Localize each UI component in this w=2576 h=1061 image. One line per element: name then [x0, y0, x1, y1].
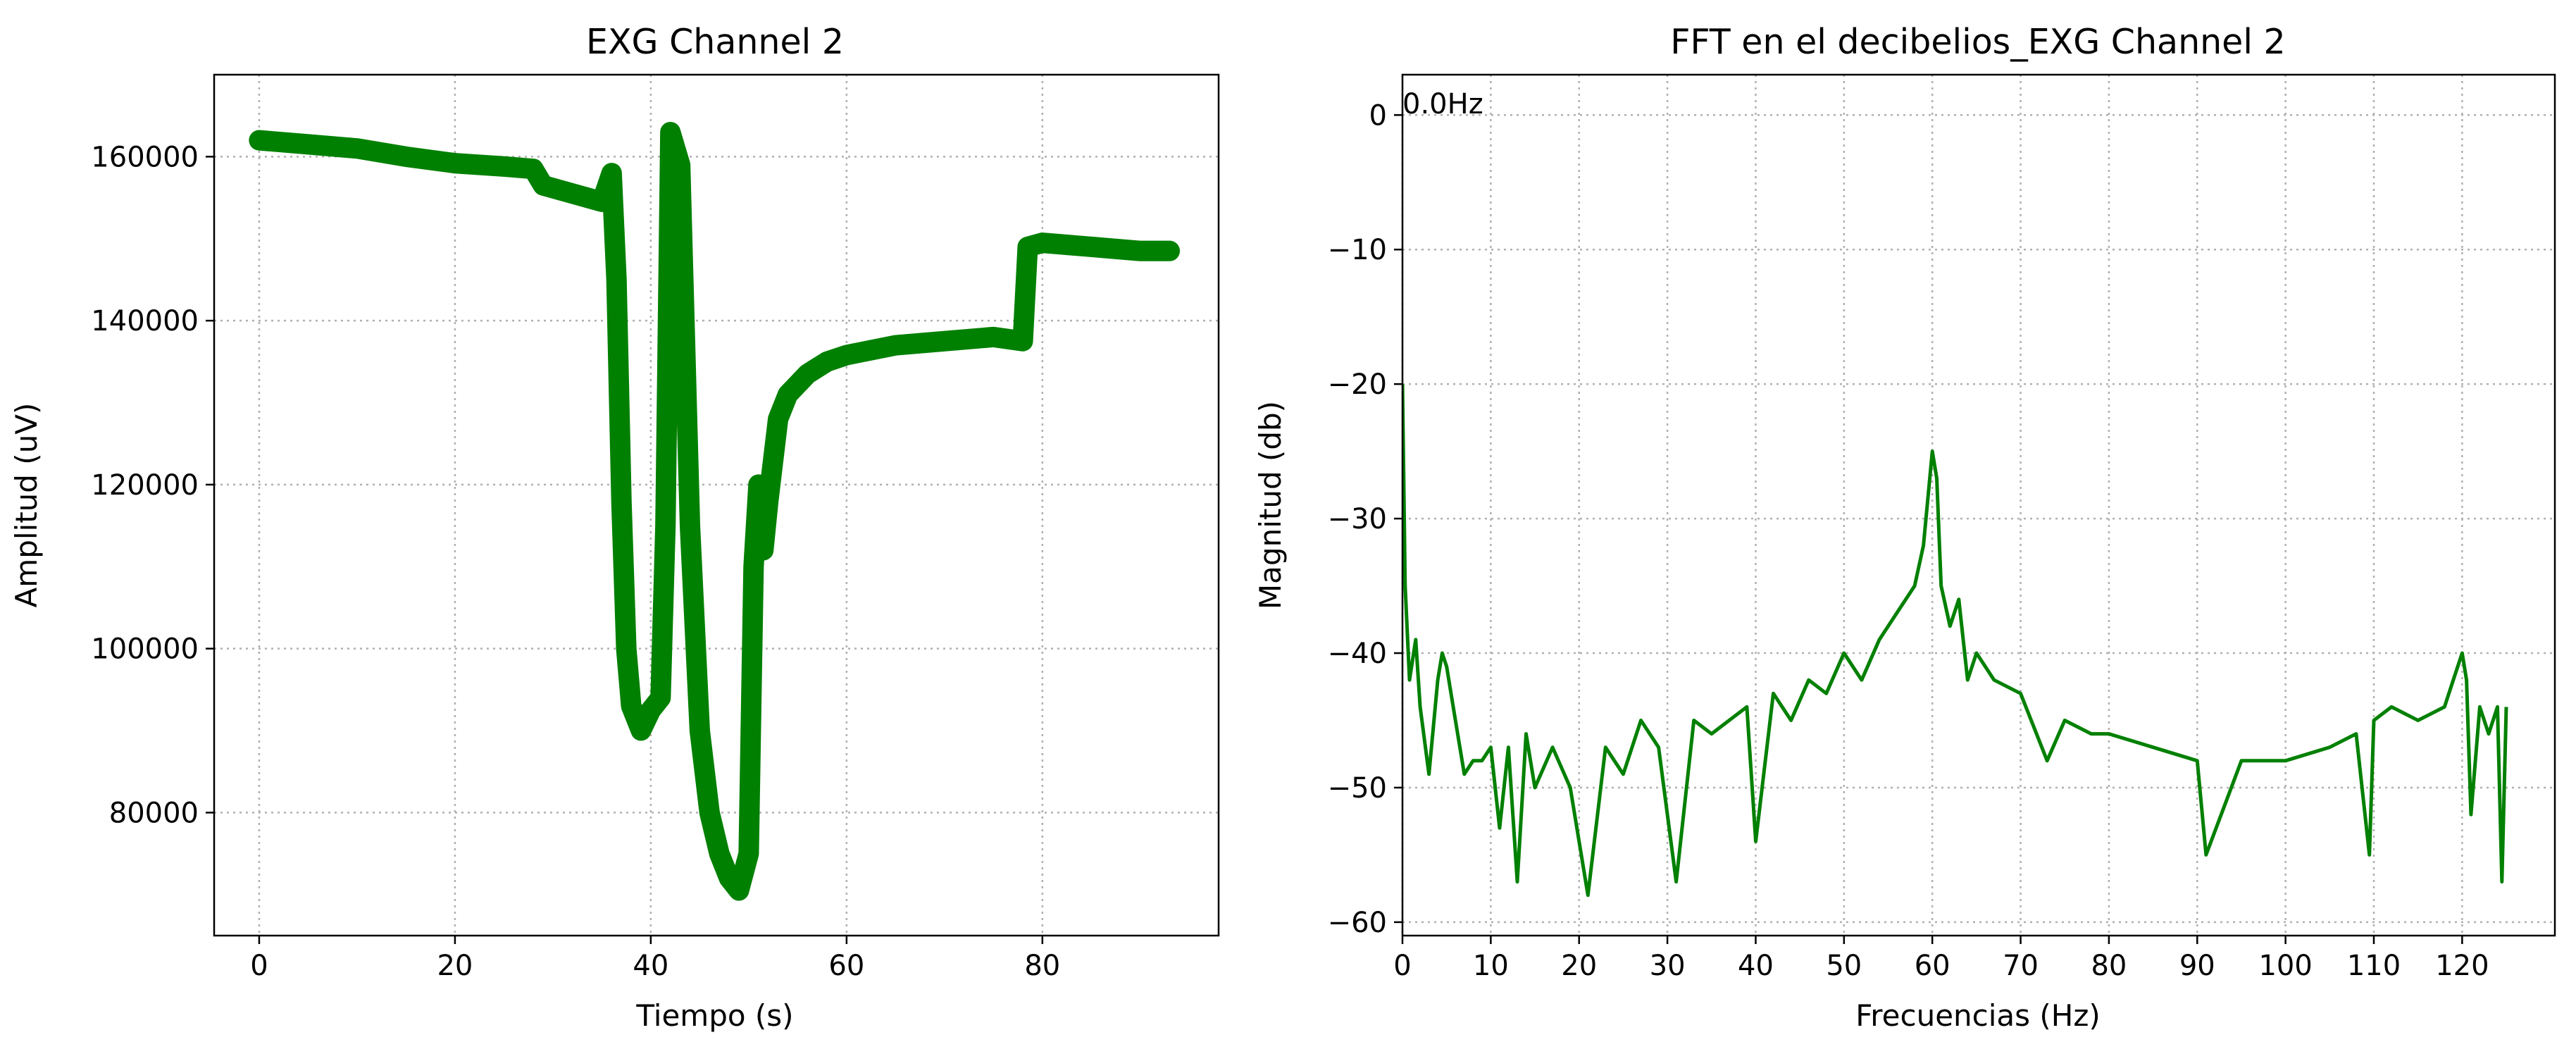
x-tick-label-fft-2: 20 [1561, 950, 1597, 982]
chart-title-fft: FFT en el decibelios_EXG Channel 2 [1670, 22, 2285, 62]
series-line-time-0 [259, 130, 1170, 893]
y-tick-label-fft-0: 0 [1369, 99, 1387, 132]
time-domain-panel: EXG Channel 2 Tiempo (s) Amplitud (uV) 0… [9, 22, 1220, 1033]
y-tick-label-time-0: 80000 [109, 797, 199, 829]
x-tick-label-fft-5: 50 [1826, 950, 1862, 982]
x-tick-label-fft-12: 120 [2435, 950, 2489, 982]
y-tick-label-time-2: 120000 [91, 469, 199, 502]
y-axis-label-time: Amplitud (uV) [9, 403, 44, 608]
x-tick-label-time-1: 20 [437, 950, 473, 982]
y-tick-label-fft-5: −50 [1328, 772, 1387, 805]
x-tick-label-fft-7: 70 [2003, 950, 2039, 982]
plot-frame-time [213, 73, 1220, 937]
plot-frame-fft [1401, 73, 2556, 937]
series-line-fft-0 [1402, 384, 2508, 898]
y-axis-label-fft: Magnitud (db) [1253, 401, 1288, 609]
frequency-domain-panel: FFT en el decibelios_EXG Channel 2 Frecu… [1253, 22, 2556, 1033]
y-tick-label-time-4: 160000 [91, 141, 199, 173]
chart-title-time: EXG Channel 2 [586, 22, 844, 62]
y-tick-label-fft-3: −30 [1328, 503, 1387, 535]
x-tick-label-fft-8: 80 [2091, 950, 2127, 982]
x-tick-label-fft-0: 0 [1393, 950, 1411, 982]
x-tick-label-time-3: 60 [828, 950, 864, 982]
x-tick-label-fft-10: 100 [2258, 950, 2312, 982]
x-tick-label-fft-4: 40 [1738, 950, 1774, 982]
x-tick-label-time-4: 80 [1024, 950, 1060, 982]
x-tick-label-fft-11: 110 [2347, 950, 2401, 982]
y-tick-label-fft-2: −20 [1328, 368, 1387, 401]
x-tick-label-fft-3: 30 [1650, 950, 1686, 982]
x-tick-label-fft-6: 60 [1915, 950, 1950, 982]
y-tick-label-time-3: 140000 [91, 305, 199, 337]
x-axis-label-fft: Frecuencias (Hz) [1855, 998, 2101, 1033]
x-tick-label-time-2: 40 [633, 950, 668, 982]
y-tick-label-fft-1: −10 [1328, 234, 1387, 266]
x-tick-label-fft-9: 90 [2179, 950, 2215, 982]
x-tick-label-fft-1: 10 [1473, 950, 1509, 982]
x-axis-label-time: Tiempo (s) [635, 998, 793, 1033]
peak-annotation: 0.0Hz [1402, 88, 1483, 120]
y-tick-label-fft-6: −60 [1328, 907, 1387, 939]
x-tick-label-time-0: 0 [250, 950, 268, 982]
y-tick-label-time-1: 100000 [91, 633, 199, 666]
y-tick-label-fft-4: −40 [1328, 638, 1387, 670]
